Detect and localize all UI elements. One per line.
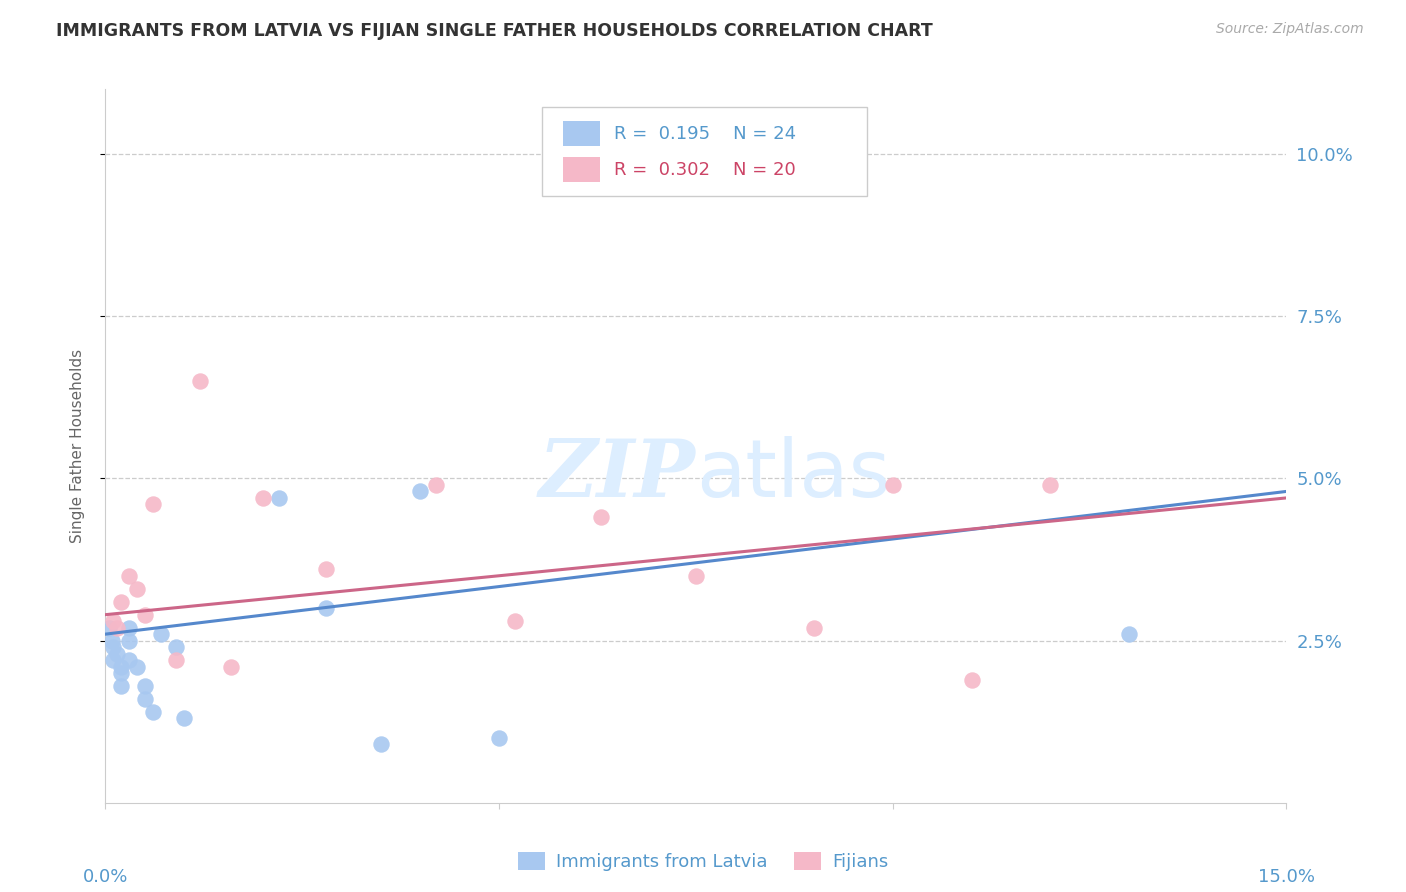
Point xyxy=(110,666,132,681)
Point xyxy=(591,510,613,524)
Point xyxy=(118,568,141,582)
Point xyxy=(221,659,243,673)
Text: R =  0.302    N = 20: R = 0.302 N = 20 xyxy=(614,161,796,178)
Bar xyxy=(562,121,600,146)
Point xyxy=(503,614,526,628)
Point xyxy=(100,633,122,648)
Text: ZIP: ZIP xyxy=(538,436,696,513)
Point xyxy=(803,621,825,635)
Point xyxy=(125,582,148,596)
Point xyxy=(103,614,125,628)
Point xyxy=(315,601,337,615)
Point xyxy=(488,731,510,745)
Point xyxy=(425,478,447,492)
Point xyxy=(134,692,156,706)
Point xyxy=(685,568,707,582)
Point xyxy=(370,738,392,752)
Point xyxy=(188,374,211,388)
Point xyxy=(315,562,337,576)
Point xyxy=(105,647,128,661)
Point xyxy=(118,621,141,635)
Point xyxy=(103,653,125,667)
Point xyxy=(165,640,187,654)
FancyBboxPatch shape xyxy=(543,107,868,196)
Text: R =  0.195    N = 24: R = 0.195 N = 24 xyxy=(614,125,797,143)
Bar xyxy=(562,157,600,182)
Point xyxy=(125,659,148,673)
Text: 0.0%: 0.0% xyxy=(83,868,128,886)
Point xyxy=(118,653,141,667)
Point xyxy=(142,497,165,511)
Text: 15.0%: 15.0% xyxy=(1258,868,1315,886)
Text: IMMIGRANTS FROM LATVIA VS FIJIAN SINGLE FATHER HOUSEHOLDS CORRELATION CHART: IMMIGRANTS FROM LATVIA VS FIJIAN SINGLE … xyxy=(56,22,934,40)
Point xyxy=(1039,478,1062,492)
Text: atlas: atlas xyxy=(696,435,890,514)
Y-axis label: Single Father Households: Single Father Households xyxy=(70,349,84,543)
Point xyxy=(103,640,125,654)
Point xyxy=(134,607,156,622)
Point xyxy=(134,679,156,693)
Point xyxy=(110,595,132,609)
Point xyxy=(110,679,132,693)
Point xyxy=(165,653,187,667)
Point xyxy=(98,621,121,635)
Point xyxy=(118,633,141,648)
Legend: Immigrants from Latvia, Fijians: Immigrants from Latvia, Fijians xyxy=(510,846,896,879)
Point xyxy=(882,478,904,492)
Point xyxy=(142,705,165,719)
Point xyxy=(110,659,132,673)
Point xyxy=(409,484,432,499)
Point xyxy=(149,627,172,641)
Point xyxy=(252,491,274,505)
Point xyxy=(173,711,195,725)
Point xyxy=(267,491,290,505)
Point xyxy=(1118,627,1140,641)
Point xyxy=(960,673,983,687)
Text: Source: ZipAtlas.com: Source: ZipAtlas.com xyxy=(1216,22,1364,37)
Point xyxy=(105,621,128,635)
